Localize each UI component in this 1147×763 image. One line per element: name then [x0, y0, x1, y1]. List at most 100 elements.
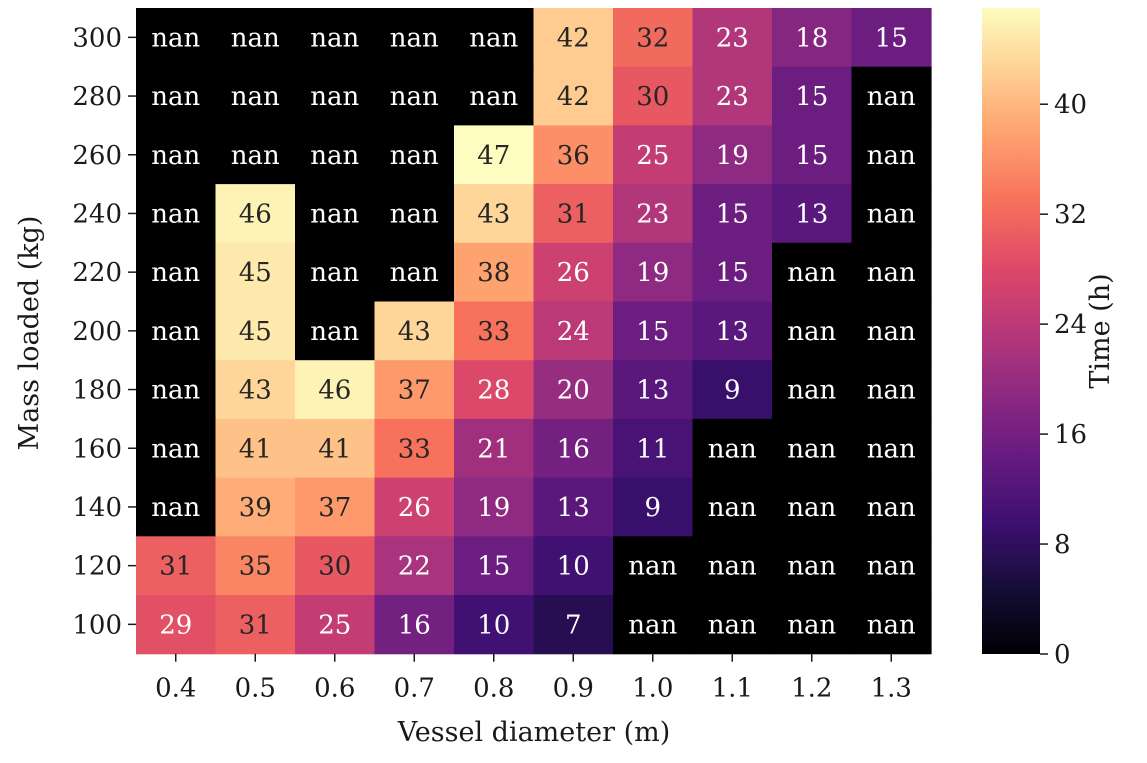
cell-value-label: nan: [151, 82, 200, 112]
cell-value-label: nan: [867, 82, 916, 112]
y-tick-label: 120: [72, 552, 122, 582]
cell-value-label: nan: [469, 82, 518, 112]
cell-value-label: 26: [398, 493, 431, 523]
y-tick-label: 300: [72, 23, 122, 53]
cell-value-label: 19: [716, 141, 749, 171]
cell-value-label: nan: [231, 82, 280, 112]
cell-value-label: 9: [724, 376, 741, 406]
cell-value-label: nan: [787, 434, 836, 464]
cell-value-label: nan: [867, 493, 916, 523]
y-tick-label: 280: [72, 82, 122, 112]
cell-value-label: 33: [477, 317, 510, 347]
y-axis-label: Mass loaded (kg): [14, 216, 45, 451]
x-tick-label: 0.5: [235, 674, 276, 704]
colorbar-tick-label: 32: [1054, 200, 1087, 230]
x-tick-label: 0.4: [155, 674, 196, 704]
cell-value-label: nan: [310, 23, 359, 53]
cell-value-label: 24: [557, 317, 590, 347]
cell-value-label: 30: [318, 552, 351, 582]
cell-value-label: 41: [318, 434, 351, 464]
cell-value-label: nan: [867, 552, 916, 582]
y-tick-label: 160: [72, 434, 122, 464]
cell-value-label: 22: [398, 552, 431, 582]
colorbar: [982, 8, 1040, 654]
cell-value-label: 16: [557, 434, 590, 464]
cell-value-label: 19: [477, 493, 510, 523]
cell-value-label: nan: [310, 141, 359, 171]
cell-value-label: 26: [557, 258, 590, 288]
cell-value-label: 43: [477, 199, 510, 229]
y-tick-label: 260: [72, 141, 122, 171]
cell-value-label: 41: [239, 434, 272, 464]
cell-value-label: nan: [787, 317, 836, 347]
x-tick-label: 1.1: [712, 674, 753, 704]
x-tick-label: 0.6: [314, 674, 355, 704]
cell-value-label: nan: [151, 23, 200, 53]
cell-value-label: 42: [557, 82, 590, 112]
cell-value-label: nan: [310, 317, 359, 347]
cell-value-label: 13: [557, 493, 590, 523]
cell-value-label: nan: [708, 493, 757, 523]
y-tick-label: 140: [72, 493, 122, 523]
cell-value-label: 45: [239, 258, 272, 288]
cell-value-label: 23: [716, 82, 749, 112]
colorbar-tick-label: 16: [1054, 420, 1087, 450]
cell-value-label: nan: [151, 493, 200, 523]
cell-value-label: 30: [636, 82, 669, 112]
cell-value-label: 39: [239, 493, 272, 523]
y-tick-label: 200: [72, 317, 122, 347]
colorbar-tick-label: 24: [1054, 310, 1087, 340]
cell-value-label: nan: [787, 376, 836, 406]
y-tick-label: 240: [72, 199, 122, 229]
cell-value-label: nan: [708, 434, 757, 464]
cell-value-label: nan: [310, 258, 359, 288]
cell-value-label: nan: [151, 434, 200, 464]
y-tick-label: 180: [72, 376, 122, 406]
cell-value-label: nan: [867, 199, 916, 229]
cell-value-label: 46: [318, 376, 351, 406]
cell-value-label: 13: [716, 317, 749, 347]
cell-value-label: nan: [708, 552, 757, 582]
x-tick-label: 0.8: [473, 674, 514, 704]
cell-value-label: 20: [557, 376, 590, 406]
y-axis: 300 280 260 240 220 200 180 160 140 120 100: [72, 23, 136, 640]
cell-value-label: 37: [318, 493, 351, 523]
cell-value-label: nan: [867, 376, 916, 406]
cell-value-label: nan: [390, 141, 439, 171]
cell-value-label: nan: [469, 23, 518, 53]
cell-value-label: nan: [310, 199, 359, 229]
cell-value-label: 19: [636, 258, 669, 288]
cell-value-label: 23: [636, 199, 669, 229]
colorbar-tick-label: 40: [1054, 90, 1087, 120]
cell-value-label: nan: [787, 552, 836, 582]
cell-value-label: nan: [867, 258, 916, 288]
cell-value-label: 15: [477, 552, 510, 582]
cell-value-label: 43: [398, 317, 431, 347]
cell-value-label: 15: [716, 258, 749, 288]
cell-value-label: nan: [867, 434, 916, 464]
cell-value-label: 35: [239, 552, 272, 582]
cell-value-label: 42: [557, 23, 590, 53]
cell-value-label: 10: [477, 610, 510, 640]
colorbar-label: Time (h): [1085, 273, 1116, 388]
cell-value-label: nan: [390, 82, 439, 112]
cell-value-label: 15: [795, 82, 828, 112]
cell-value-label: nan: [231, 23, 280, 53]
cell-value-label: nan: [628, 552, 677, 582]
cell-value-label: nan: [867, 610, 916, 640]
cell-value-label: 45: [239, 317, 272, 347]
x-tick-label: 0.9: [553, 674, 594, 704]
cell-value-label: nan: [151, 199, 200, 229]
y-tick-label: 100: [72, 610, 122, 640]
cell-value-label: 13: [636, 376, 669, 406]
cell-value-label: 28: [477, 376, 510, 406]
cell-value-label: nan: [787, 258, 836, 288]
cell-value-label: 32: [636, 23, 669, 53]
cell-value-label: 9: [644, 493, 661, 523]
cell-value-label: 31: [557, 199, 590, 229]
cell-value-label: nan: [787, 493, 836, 523]
cell-value-label: 16: [398, 610, 431, 640]
cell-value-label: 31: [239, 610, 272, 640]
cell-value-label: nan: [787, 610, 836, 640]
